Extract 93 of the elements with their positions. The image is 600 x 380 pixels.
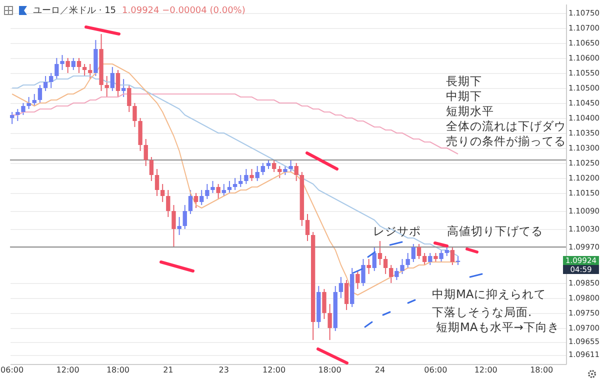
candlestick	[49, 72, 54, 88]
candlestick	[344, 280, 349, 310]
x-tick-label: 12:00	[56, 366, 80, 374]
candlestick	[194, 192, 198, 208]
x-tick-label: 23	[218, 366, 229, 374]
candlestick	[356, 270, 360, 290]
candlestick	[200, 190, 204, 206]
candlestick	[82, 64, 87, 76]
annotation: 下落しそうな局面.	[432, 305, 532, 319]
candlestick	[428, 252, 432, 266]
candlestick	[110, 66, 115, 92]
candlestick	[10, 112, 14, 124]
x-tick-label: 12:00	[474, 366, 498, 374]
candlestick	[132, 102, 137, 128]
candlestick	[394, 268, 399, 280]
candlestick	[288, 160, 293, 172]
candlestick	[305, 214, 310, 242]
x-tick-label: 18:00	[530, 366, 554, 374]
candlestick	[244, 168, 248, 184]
candlestick	[383, 256, 388, 274]
candlestick	[43, 76, 48, 92]
x-tick-label: 24	[374, 366, 386, 374]
candlestick	[328, 304, 332, 340]
candlestick	[255, 166, 260, 182]
candlestick	[216, 184, 220, 200]
candlestick	[104, 76, 109, 98]
annotation: レジサポ	[373, 224, 421, 238]
candlestick	[250, 168, 254, 182]
candlestick	[372, 246, 376, 272]
candlestick	[366, 258, 371, 274]
candlestick	[38, 84, 42, 104]
candlestick	[450, 246, 455, 266]
annotation: 高値切り下げてる	[447, 224, 543, 238]
candlestick	[116, 70, 120, 98]
candlestick	[260, 162, 266, 176]
candlestick	[222, 184, 226, 196]
candlestick	[172, 204, 176, 248]
candlestick	[400, 258, 404, 274]
candlestick	[160, 184, 165, 202]
candlestick	[278, 166, 282, 178]
candlestick	[378, 240, 382, 266]
candlestick	[149, 156, 154, 182]
candlestick	[232, 178, 238, 190]
candlestick	[26, 96, 31, 110]
candlestick	[188, 190, 193, 214]
candlestick	[54, 58, 59, 80]
annotation: 売りの条件が揃ってる	[446, 134, 566, 148]
candlestick	[406, 252, 410, 268]
candlestick	[389, 264, 394, 284]
candlestick	[177, 216, 182, 236]
candlestick	[94, 40, 98, 76]
chart-subtitle: 1.09924 −0.00004 (0.00%)	[122, 6, 246, 16]
candlestick	[182, 204, 187, 230]
annotation: 中期下	[446, 89, 482, 103]
annotation: 全体の流れは下げダウ	[446, 119, 566, 133]
x-tick-label: 06:00	[424, 366, 448, 374]
candlestick	[205, 184, 210, 200]
annotation: 長期下	[446, 74, 482, 88]
candlestick	[210, 180, 215, 194]
candlestick	[272, 160, 276, 172]
candlestick	[411, 244, 416, 262]
candlestick	[144, 138, 148, 166]
candlestick	[66, 58, 70, 74]
candlestick	[361, 258, 366, 286]
candlestick	[16, 108, 20, 122]
x-tick-label: 18:00	[106, 366, 130, 374]
candlestick	[322, 288, 326, 320]
candlestick	[127, 84, 132, 112]
candlestick	[32, 94, 36, 106]
candlestick	[422, 252, 427, 266]
candlestick	[121, 78, 126, 98]
candlestick	[21, 102, 26, 116]
x-tick-label: 21	[163, 366, 174, 374]
candlestick	[416, 244, 422, 260]
candlestick	[227, 180, 232, 194]
candlestick	[138, 118, 142, 152]
chart-title: ユーロ／米ドル · 15	[33, 4, 116, 17]
candlestick	[154, 168, 160, 196]
candlestick	[439, 250, 444, 262]
candlestick	[88, 64, 92, 80]
x-tick-label: 12:00	[262, 366, 286, 374]
candlestick	[71, 58, 76, 70]
annotation: 短期MAも水平→下向き	[436, 320, 560, 334]
candlestick	[338, 276, 344, 298]
annotation: 中期MAに抑えられて	[432, 287, 546, 301]
candlestick	[76, 58, 82, 74]
x-tick-label: 06:00	[0, 366, 24, 374]
annotation: 短期水平	[446, 104, 494, 118]
candlestick	[294, 162, 298, 182]
candlestick	[60, 54, 64, 70]
candlestick	[166, 190, 170, 218]
candlestick	[238, 174, 243, 188]
x-tick-label: 18:00	[318, 366, 342, 374]
